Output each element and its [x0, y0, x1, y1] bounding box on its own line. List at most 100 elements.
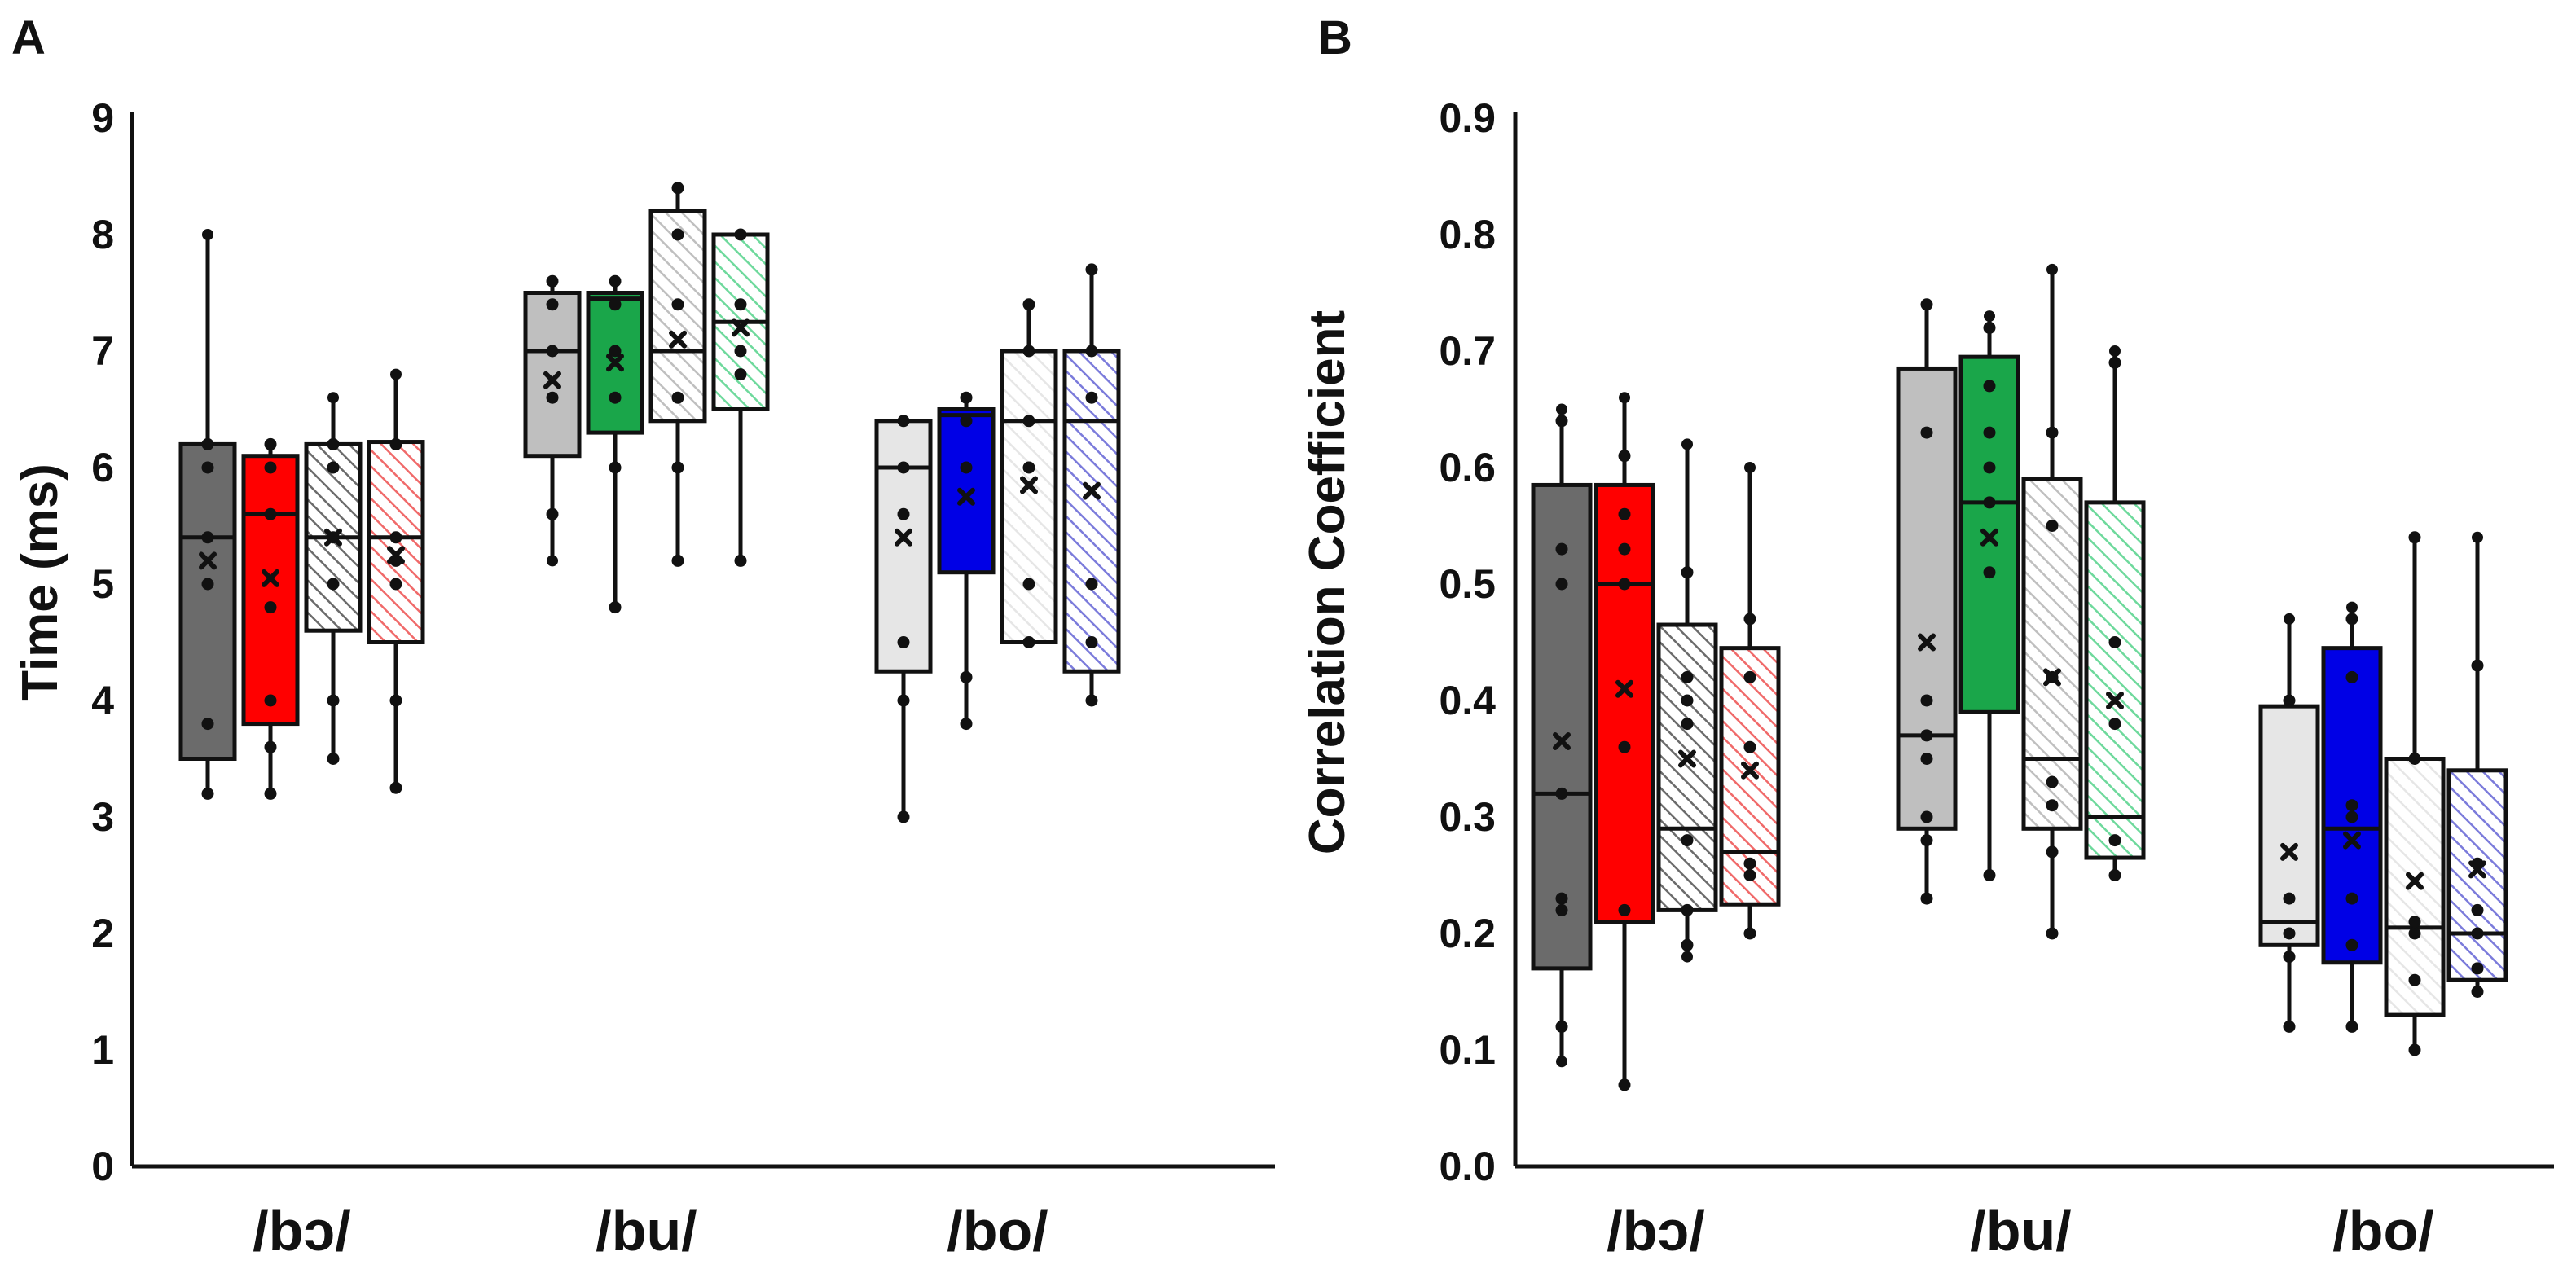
box-body	[874, 419, 933, 674]
data-point	[1681, 566, 1694, 579]
data-point	[1983, 461, 1996, 474]
data-point	[2283, 694, 2296, 707]
data-point	[1555, 903, 1568, 916]
y-tick-label: 0.8	[1439, 212, 1496, 257]
data-point	[609, 345, 622, 358]
data-point	[897, 507, 910, 520]
box-plot	[1594, 392, 1655, 1091]
data-point	[389, 781, 402, 794]
box-body	[2021, 477, 2083, 831]
data-point	[201, 531, 214, 544]
data-point	[1085, 263, 1098, 276]
data-point	[2345, 799, 2358, 812]
data-point	[2345, 670, 2358, 683]
box-body	[178, 441, 237, 762]
data-point	[2408, 973, 2421, 986]
data-point	[734, 345, 747, 358]
y-tick-label: 4	[91, 678, 114, 723]
whisker-cap-top	[327, 392, 339, 404]
y-tick-label: 0.5	[1439, 561, 1496, 607]
data-point	[1920, 892, 1933, 905]
box-body	[2446, 768, 2508, 982]
data-point	[2345, 892, 2358, 905]
mean-marker	[1553, 732, 1571, 751]
data-point	[327, 753, 340, 765]
y-tick-label: 0.4	[1439, 678, 1496, 723]
mean-marker	[1980, 528, 1998, 547]
data-point	[1555, 1020, 1568, 1033]
mean-marker	[2468, 860, 2486, 879]
data-point	[609, 298, 622, 311]
data-point	[1983, 321, 1996, 334]
mean-marker	[2343, 831, 2361, 850]
y-tick-label: 9	[91, 95, 114, 141]
y-axis-title-b: Correlation Coefficient	[1299, 310, 1356, 854]
data-point	[327, 437, 340, 450]
data-point	[1085, 636, 1098, 648]
data-point	[1983, 496, 1996, 509]
data-point	[546, 298, 559, 311]
y-tick-label: 0.7	[1439, 328, 1496, 374]
y-tick-label: 7	[91, 328, 114, 374]
whisker-cap-top	[1556, 403, 1567, 415]
data-point	[897, 415, 910, 428]
whisker-cap-top	[390, 368, 402, 380]
data-point	[264, 694, 277, 707]
data-point	[1618, 740, 1631, 753]
y-tick-label: 5	[91, 561, 114, 607]
data-point	[389, 694, 402, 707]
whisker-cap-top	[2046, 263, 2058, 275]
box-plot	[711, 228, 770, 567]
x-category-label: /bɔ/	[1607, 1199, 1705, 1263]
box-body	[1656, 622, 1718, 912]
box-plot	[937, 391, 996, 731]
data-point	[1920, 694, 1933, 707]
data-point	[2408, 927, 2421, 940]
mean-marker	[606, 354, 624, 372]
data-point	[1681, 938, 1694, 951]
data-point	[2108, 834, 2121, 847]
data-point	[2283, 892, 2296, 905]
data-point	[960, 391, 973, 404]
mean-marker	[895, 528, 912, 547]
box-body	[523, 291, 582, 459]
data-point	[1920, 729, 1933, 742]
data-point	[1555, 415, 1568, 428]
data-point	[264, 507, 277, 520]
box-body	[1000, 349, 1058, 644]
mean-marker	[1678, 749, 1696, 768]
plot-area-a: 0 1 2 3 4 5 6 7 8 9/bɔ/ /bu/ /bo/	[91, 95, 1275, 1263]
data-point	[546, 507, 559, 520]
data-point	[1743, 740, 1756, 753]
box-body	[1594, 482, 1655, 924]
data-point	[960, 670, 973, 683]
data-point	[2046, 426, 2059, 439]
box-body	[1896, 366, 1958, 831]
data-point	[1983, 869, 1996, 881]
data-point	[671, 391, 684, 404]
data-point	[1555, 542, 1568, 556]
data-point	[671, 182, 684, 195]
data-point	[671, 461, 684, 474]
data-point	[2283, 1020, 2296, 1033]
y-tick-label: 0	[91, 1144, 114, 1189]
data-point	[2408, 916, 2421, 929]
data-point	[1920, 753, 1933, 765]
mean-marker	[1918, 633, 1936, 652]
panel-a: A Time (ms) 0 1 2 3 4 5 6 7 8 9/bɔ/ /bu/ /bo/	[11, 11, 1275, 1263]
data-point	[1681, 903, 1694, 916]
whisker-cap-top	[202, 229, 213, 240]
data-point	[2108, 718, 2121, 731]
y-tick-label: 0.0	[1439, 1144, 1496, 1189]
data-point	[1743, 670, 1756, 683]
mean-marker	[387, 546, 405, 564]
whisker-cap-top	[1744, 462, 1756, 473]
data-point	[264, 437, 277, 450]
y-tick-label: 0.2	[1439, 911, 1496, 956]
data-point	[264, 601, 277, 614]
data-point	[1681, 834, 1694, 847]
data-point	[1920, 834, 1933, 847]
data-point	[897, 694, 910, 707]
data-point	[2471, 962, 2484, 975]
